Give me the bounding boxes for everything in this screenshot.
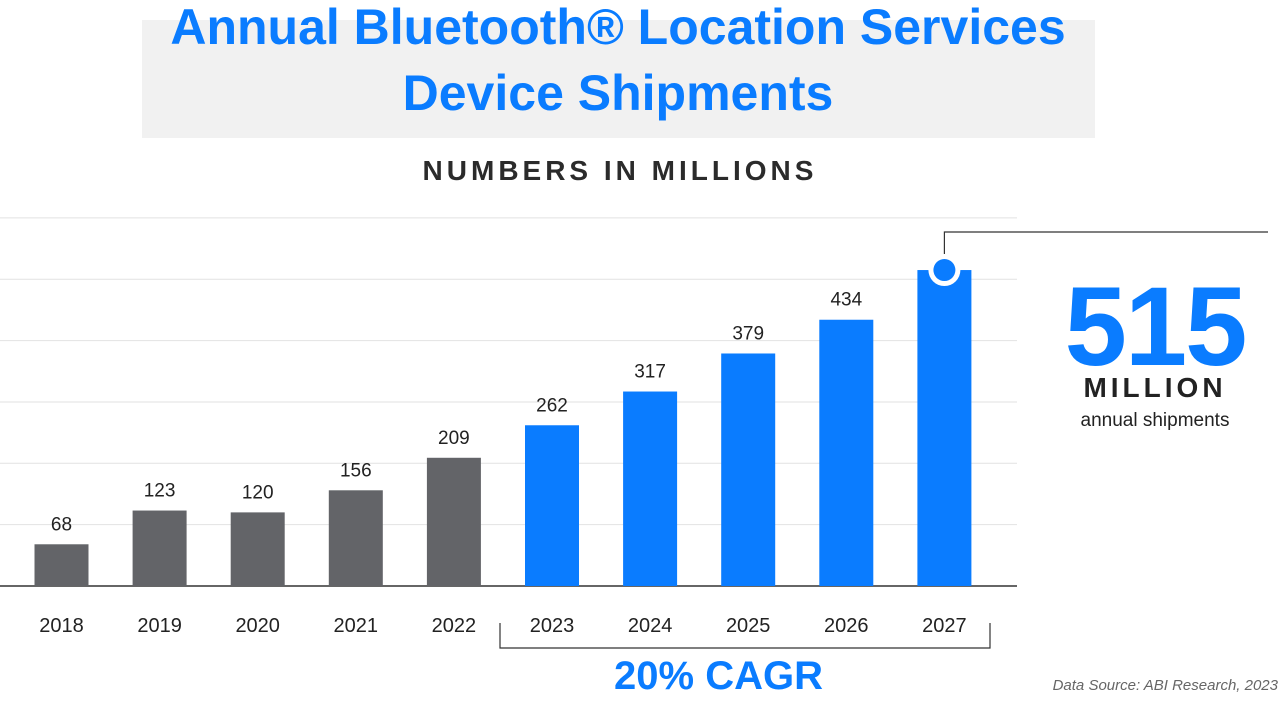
bar-2018 xyxy=(34,544,89,586)
x-tick-label-2024: 2024 xyxy=(628,615,673,637)
bar-2023 xyxy=(525,425,579,586)
x-tick-label-2026: 2026 xyxy=(824,615,869,637)
x-tick-label-2020: 2020 xyxy=(235,615,280,637)
callout-unit: MILLION xyxy=(1083,372,1227,403)
callout-description: annual shipments xyxy=(1080,410,1230,431)
x-tick-label-2023: 2023 xyxy=(530,615,575,637)
bar-2019 xyxy=(132,510,187,586)
data-label-2022: 209 xyxy=(438,428,470,449)
chart-title-line-1: Annual Bluetooth® Location Services xyxy=(170,0,1066,55)
bar-2025 xyxy=(721,353,776,586)
x-tick-label-2018: 2018 xyxy=(39,615,84,637)
data-label-2023: 262 xyxy=(536,395,568,416)
chart-subtitle: NUMBERS IN MILLIONS xyxy=(422,155,818,186)
x-tick-label-2025: 2025 xyxy=(726,615,771,637)
x-tick-label-2021: 2021 xyxy=(334,615,379,637)
data-label-2024: 317 xyxy=(634,362,666,383)
data-label-2019: 123 xyxy=(144,481,176,502)
data-label-2020: 120 xyxy=(242,482,274,503)
cagr-label: 20% CAGR xyxy=(614,654,823,698)
highlight-marker-dot xyxy=(933,259,956,282)
data-label-2018: 68 xyxy=(51,514,72,535)
bar-2020 xyxy=(230,512,285,586)
cagr-bracket xyxy=(499,623,991,649)
callout-leader-line xyxy=(943,231,1268,255)
title-banner xyxy=(142,20,1095,138)
data-label-2026: 434 xyxy=(830,290,862,311)
x-tick-label-2027: 2027 xyxy=(922,615,967,637)
bar-2026 xyxy=(819,319,874,586)
data-source: Data Source: ABI Research, 2023 xyxy=(1052,677,1278,694)
bar-2022 xyxy=(426,457,481,586)
bar-2027 xyxy=(917,270,972,586)
chart-title-line-2: Device Shipments xyxy=(402,65,834,121)
x-tick-label-2019: 2019 xyxy=(137,615,182,637)
bar-2024 xyxy=(623,391,678,586)
x-tick-label-2022: 2022 xyxy=(432,615,477,637)
data-label-2025: 379 xyxy=(732,323,764,344)
bar-2021 xyxy=(328,490,383,586)
callout-value: 515 xyxy=(1064,264,1248,389)
data-label-2021: 156 xyxy=(340,460,372,481)
